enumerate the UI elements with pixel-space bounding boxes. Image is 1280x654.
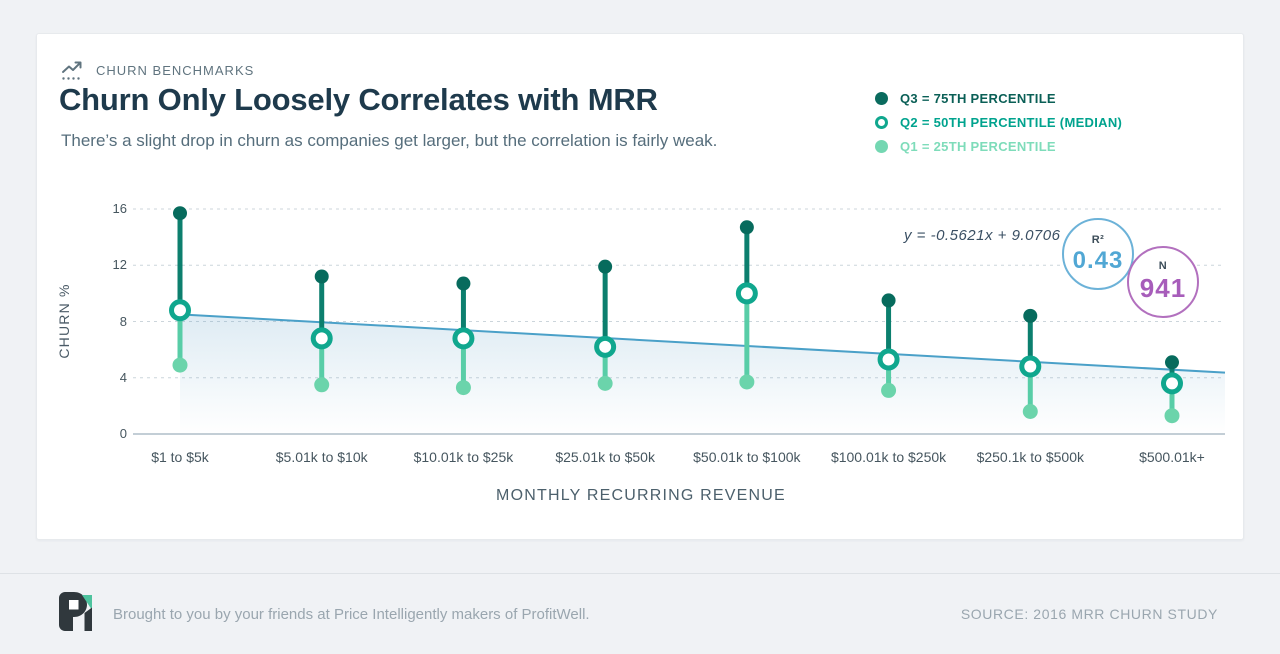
- q1-marker: [881, 382, 897, 398]
- legend-item-q1: Q1 = 25TH PERCENTILE: [875, 134, 1122, 158]
- q2-marker: [310, 327, 333, 350]
- q1-marker: [739, 374, 755, 390]
- x-axis-title: MONTHLY RECURRING REVENUE: [496, 487, 786, 504]
- x-tick-label: $100.01k to $250k: [830, 449, 947, 465]
- y-tick-label: 16: [112, 201, 127, 216]
- legend-item-q2: Q2 = 50TH PERCENTILE (MEDIAN): [875, 110, 1122, 134]
- trending-up-icon: [61, 60, 87, 81]
- sample-size-label: N: [1158, 260, 1168, 272]
- price-intelligently-logo: [58, 591, 96, 637]
- x-tick-label: $50.01k to $100k: [693, 449, 801, 465]
- chart-area: CHURN % MONTHLY RECURRING REVENUE y = -0…: [37, 34, 1245, 541]
- q3-marker: [739, 220, 754, 235]
- q3-marker: [1023, 308, 1038, 323]
- q2-marker: [1019, 355, 1042, 378]
- x-tick-label: $5.01k to $10k: [275, 449, 368, 465]
- page-subtitle: There’s a slight drop in churn as compan…: [61, 131, 718, 150]
- x-tick-label: $10.01k to $25k: [413, 449, 514, 465]
- filled-circle-icon: [875, 91, 888, 105]
- q3-marker: [1164, 355, 1179, 370]
- q2-marker: [877, 348, 900, 371]
- r-squared-value: 0.43: [1072, 246, 1124, 274]
- q1-marker: [1022, 404, 1038, 419]
- filled-circle-icon: [875, 139, 888, 153]
- q3-marker: [598, 259, 613, 274]
- q1-marker: [1164, 408, 1180, 424]
- sample-size-badge: N 941: [1127, 246, 1199, 318]
- q3-marker: [881, 293, 896, 308]
- legend-label: Q3 = 75TH PERCENTILE: [900, 90, 1056, 106]
- trendline-equation: y = -0.5621x + 9.0706: [904, 227, 1061, 244]
- q1-marker: [455, 380, 471, 396]
- q3-marker: [456, 276, 471, 291]
- r-squared-label: R²: [1091, 233, 1105, 246]
- open-circle-icon: [875, 115, 888, 129]
- chart-canvas: [133, 206, 1226, 435]
- legend-item-q3: Q3 = 75TH PERCENTILE: [875, 86, 1122, 110]
- q2-marker: [169, 299, 191, 322]
- q2-marker: [594, 335, 617, 358]
- x-tick-label: $250.1k to $500k: [976, 449, 1084, 465]
- legend-label: Q2 = 50TH PERCENTILE (MEDIAN): [900, 114, 1123, 130]
- legend-label: Q1 = 25TH PERCENTILE: [900, 138, 1056, 154]
- footer-source: SOURCE: 2016 MRR CHURN STUDY: [960, 606, 1218, 622]
- chart-card: CHURN BENCHMARKS Churn Only Loosely Corr…: [36, 33, 1244, 540]
- q3-marker: [173, 206, 187, 221]
- q3-marker: [314, 269, 329, 284]
- trend-area-fill: [180, 314, 1225, 434]
- y-tick-label: 8: [119, 313, 127, 329]
- footer: Brought to you by your friends at Price …: [0, 573, 1280, 654]
- x-tick-label: $500.01k+: [1139, 449, 1205, 465]
- x-tick-label: $25.01k to $50k: [555, 449, 655, 465]
- eyebrow: CHURN BENCHMARKS: [61, 60, 254, 81]
- q1-marker: [172, 357, 188, 373]
- sample-size-value: 941: [1139, 273, 1187, 303]
- q1-marker: [597, 375, 613, 391]
- y-axis-title: CHURN %: [56, 283, 72, 359]
- q2-marker: [452, 327, 475, 350]
- q2-marker: [1160, 372, 1183, 395]
- x-tick-label: $1 to $5k: [151, 449, 209, 465]
- y-tick-label: 4: [119, 369, 127, 385]
- q1-marker: [314, 377, 330, 393]
- footer-credit: Brought to you by your friends at Price …: [113, 605, 590, 623]
- r-squared-badge: R² 0.43: [1062, 218, 1134, 290]
- trendline: [179, 313, 1226, 374]
- q2-marker: [735, 282, 758, 305]
- chart-legend: Q3 = 75TH PERCENTILE Q2 = 50TH PERCENTILE…: [875, 86, 1122, 158]
- y-tick-label: 12: [112, 257, 127, 273]
- y-tick-label: 0: [119, 426, 127, 441]
- eyebrow-label: CHURN BENCHMARKS: [96, 63, 255, 78]
- page-title: Churn Only Loosely Correlates with MRR: [59, 82, 658, 117]
